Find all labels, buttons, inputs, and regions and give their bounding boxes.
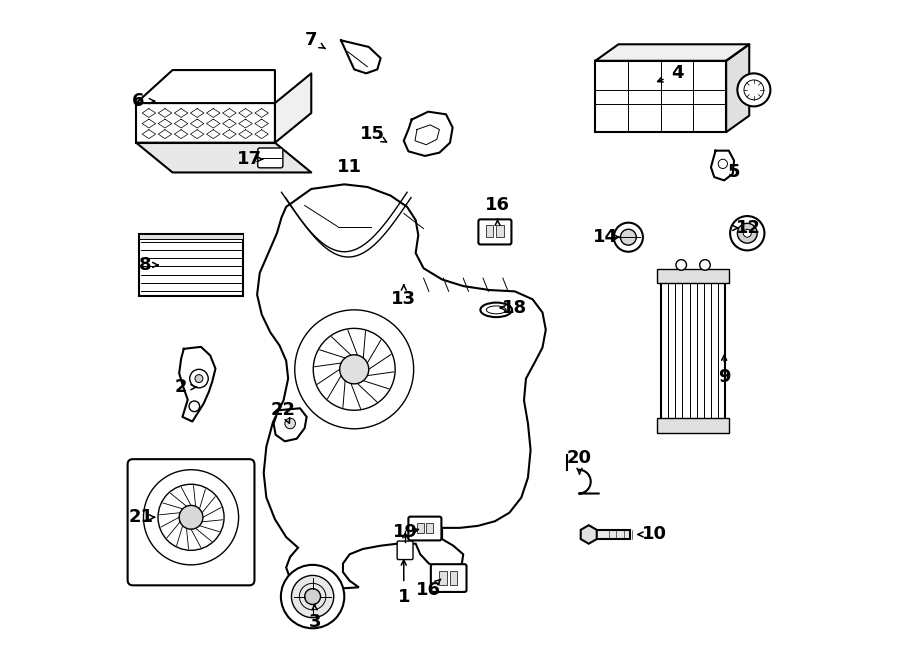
- Circle shape: [284, 418, 295, 429]
- FancyBboxPatch shape: [479, 219, 511, 244]
- Circle shape: [676, 260, 687, 270]
- Text: 11: 11: [338, 158, 362, 176]
- Bar: [439, 571, 446, 585]
- Circle shape: [699, 260, 710, 270]
- Bar: [657, 269, 729, 283]
- Circle shape: [190, 369, 208, 388]
- FancyBboxPatch shape: [397, 541, 413, 559]
- Polygon shape: [136, 103, 274, 143]
- Bar: [496, 225, 503, 237]
- Circle shape: [313, 328, 395, 410]
- Text: 18: 18: [502, 299, 527, 317]
- Circle shape: [730, 216, 764, 250]
- Text: 10: 10: [643, 526, 667, 544]
- Polygon shape: [274, 408, 307, 442]
- Text: 4: 4: [671, 64, 684, 82]
- Polygon shape: [341, 40, 381, 73]
- Text: 19: 19: [392, 524, 418, 542]
- Ellipse shape: [481, 303, 512, 317]
- Text: 7: 7: [305, 31, 318, 50]
- Text: 8: 8: [139, 256, 151, 274]
- Bar: [657, 418, 729, 433]
- Text: 13: 13: [392, 291, 417, 308]
- Text: 15: 15: [359, 125, 384, 143]
- Text: 16: 16: [417, 581, 441, 599]
- Bar: [486, 225, 493, 237]
- Circle shape: [295, 310, 414, 429]
- Circle shape: [614, 222, 643, 252]
- Polygon shape: [136, 143, 311, 173]
- Polygon shape: [711, 151, 734, 180]
- Text: 22: 22: [271, 401, 296, 419]
- FancyBboxPatch shape: [409, 516, 441, 540]
- Circle shape: [292, 575, 334, 618]
- Bar: [139, 234, 243, 297]
- Circle shape: [339, 355, 369, 384]
- Text: 3: 3: [309, 612, 320, 631]
- FancyBboxPatch shape: [128, 459, 255, 585]
- Text: 12: 12: [736, 219, 761, 237]
- Circle shape: [305, 589, 320, 604]
- Circle shape: [737, 223, 757, 243]
- Polygon shape: [595, 44, 750, 61]
- Bar: [450, 571, 457, 585]
- Circle shape: [620, 229, 636, 245]
- Circle shape: [743, 229, 752, 237]
- Text: 2: 2: [175, 378, 186, 396]
- Polygon shape: [257, 184, 545, 590]
- Text: 5: 5: [728, 164, 741, 181]
- Circle shape: [737, 73, 770, 107]
- Bar: [594, 530, 630, 539]
- Bar: [417, 522, 424, 533]
- Circle shape: [281, 565, 345, 628]
- Polygon shape: [404, 112, 453, 156]
- Text: 20: 20: [567, 449, 592, 467]
- Text: 16: 16: [485, 197, 510, 214]
- Bar: [595, 61, 726, 132]
- Text: 14: 14: [593, 228, 617, 246]
- FancyBboxPatch shape: [431, 564, 466, 592]
- Bar: [139, 234, 243, 239]
- Bar: [427, 522, 433, 533]
- Text: 9: 9: [718, 368, 731, 386]
- Circle shape: [158, 485, 224, 550]
- FancyBboxPatch shape: [257, 148, 283, 168]
- Circle shape: [179, 505, 203, 529]
- Polygon shape: [726, 44, 750, 132]
- Circle shape: [143, 470, 238, 565]
- Polygon shape: [179, 347, 215, 422]
- Polygon shape: [580, 525, 597, 544]
- Text: 1: 1: [398, 588, 410, 606]
- Polygon shape: [274, 73, 311, 143]
- Circle shape: [189, 401, 200, 412]
- Bar: [661, 271, 725, 430]
- Text: 17: 17: [237, 150, 262, 168]
- Text: 6: 6: [132, 92, 144, 110]
- Text: 21: 21: [129, 508, 153, 526]
- Polygon shape: [136, 70, 274, 103]
- Circle shape: [195, 375, 203, 383]
